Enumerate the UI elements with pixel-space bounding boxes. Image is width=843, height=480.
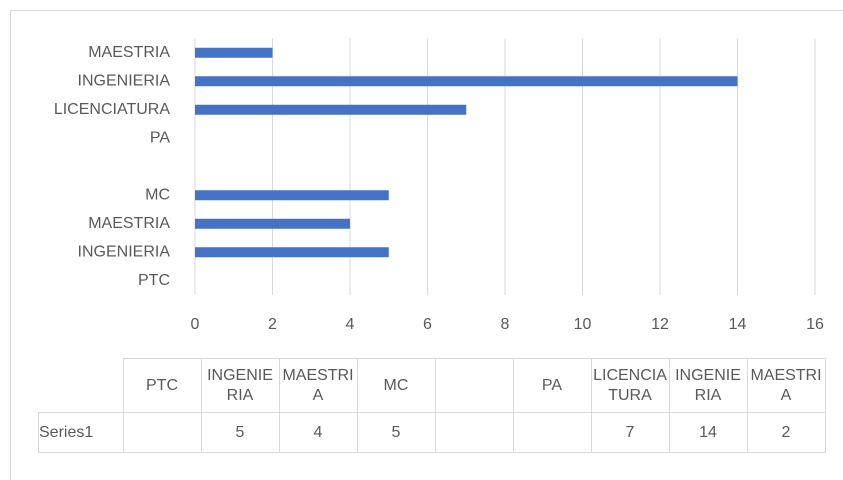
table-value [512, 412, 592, 453]
table-value: 4 [278, 412, 358, 453]
table-value: 5 [200, 412, 280, 453]
table-category: LICENCIATURA [590, 358, 670, 413]
table-value [434, 412, 514, 453]
y-tick-label: PA [150, 129, 170, 146]
bar [195, 190, 389, 201]
x-tick-label: 14 [729, 316, 747, 333]
table-category [434, 358, 514, 413]
bar [195, 104, 467, 115]
bar [195, 218, 350, 229]
table-category: INGENIERIA [200, 358, 280, 413]
x-tick-label: 0 [191, 316, 200, 333]
x-tick-label: 10 [574, 316, 592, 333]
table-value: 2 [746, 412, 826, 453]
x-tick-label: 16 [806, 316, 824, 333]
table-value: 14 [668, 412, 748, 453]
y-tick-label: MC [145, 186, 170, 203]
table-category: PA [512, 358, 592, 413]
table-category: MAESTRIA [746, 358, 826, 413]
table-value: 7 [590, 412, 670, 453]
y-tick-label: INGENIERIA [78, 72, 171, 89]
table-header: PTC INGENIERIA MAESTRIA MC PA LICENCIATURA ING… [38, 358, 826, 413]
x-tick-label: 2 [268, 316, 277, 333]
series-name: Series1 [38, 412, 124, 453]
x-tick-label: 8 [501, 316, 510, 333]
table-value: 5 [356, 412, 436, 453]
table-category: MC [356, 358, 436, 413]
y-tick-label: MAESTRIA [88, 215, 170, 232]
table-category: MAESTRIA [278, 358, 358, 413]
table-value [122, 412, 202, 453]
bar [195, 47, 273, 58]
chart-area [10, 10, 843, 480]
x-tick-label: 6 [423, 316, 432, 333]
y-tick-label: LICENCIATURA [54, 101, 170, 118]
y-tick-label: INGENIERIA [78, 243, 171, 260]
y-tick-label: MAESTRIA [88, 44, 170, 61]
table-category: PTC [122, 358, 202, 413]
x-tick-label: 4 [346, 316, 355, 333]
y-tick-label: PTC [138, 272, 170, 289]
table-corner [38, 358, 124, 413]
bar [195, 76, 738, 87]
table-row: Series1 5 4 5 7 14 2 [38, 412, 826, 453]
bar [195, 247, 389, 258]
x-tick-label: 12 [651, 316, 669, 333]
table-category: INGENIERIA [668, 358, 748, 413]
data-table: PTC INGENIERIA MAESTRIA MC PA LICENCIATURA ING… [38, 358, 826, 453]
